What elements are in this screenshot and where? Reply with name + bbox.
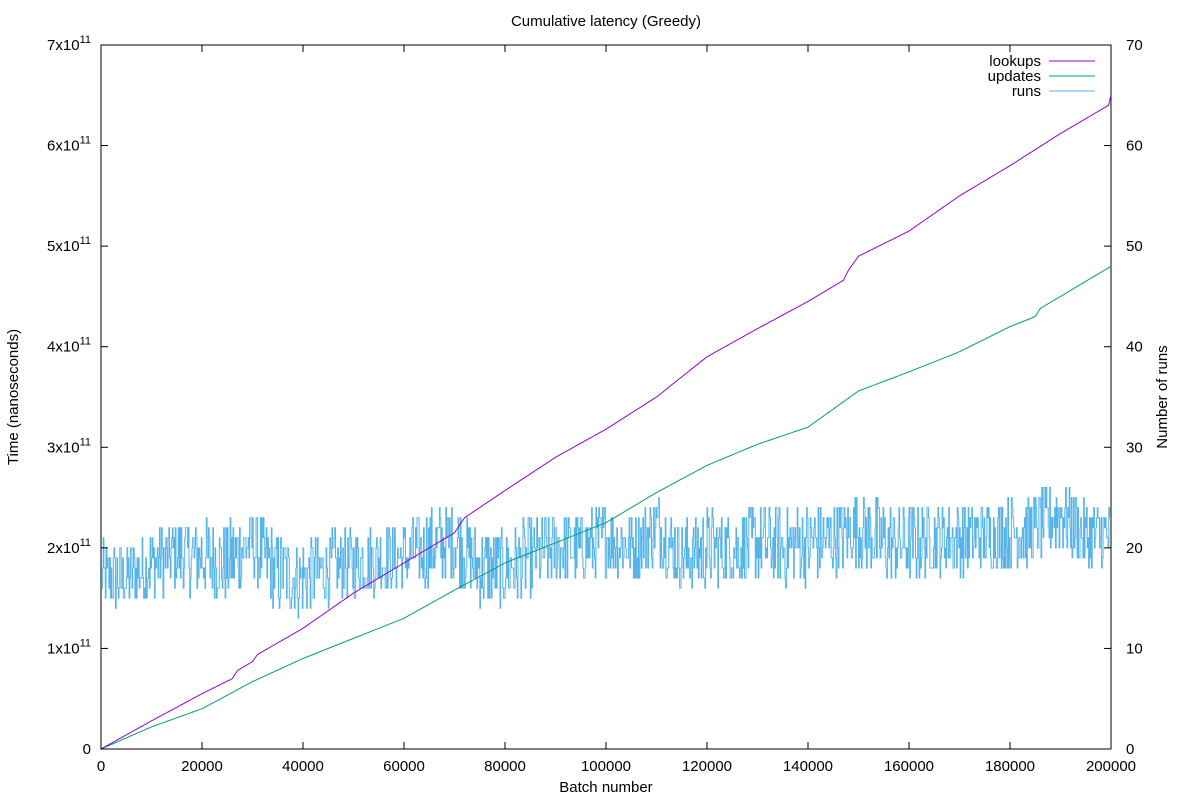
chart-title: Cumulative latency (Greedy) xyxy=(511,13,701,30)
plot-frame xyxy=(100,44,1112,750)
x-tick-label: 20000 xyxy=(181,758,223,775)
legend-label-runs: runs xyxy=(1012,83,1041,100)
y-tick-label: 0 xyxy=(83,741,91,758)
series-line-updates xyxy=(100,265,1112,750)
x-tick-label: 120000 xyxy=(682,758,732,775)
x-tick-label: 200000 xyxy=(1086,758,1136,775)
y-tick-label: 3x1011 xyxy=(47,436,91,456)
x-tick-label: 100000 xyxy=(581,758,631,775)
x-tick-label: 80000 xyxy=(484,758,526,775)
y2-axis-title: Number of runs xyxy=(1154,345,1171,448)
legend-label-updates: updates xyxy=(988,68,1041,85)
series-line-runs xyxy=(101,487,1111,619)
x-tick-label: 0 xyxy=(97,758,105,775)
y-tick-label: 5x1011 xyxy=(47,235,91,255)
y2-tick-label: 30 xyxy=(1126,439,1143,456)
plot-border xyxy=(100,44,1112,750)
y2-tick-label: 0 xyxy=(1126,741,1134,758)
y-tick-label: 7x1011 xyxy=(47,34,91,54)
y-tick-label: 2x1011 xyxy=(47,537,91,557)
y-tick-label: 1x1011 xyxy=(47,637,91,657)
y2-tick-label: 20 xyxy=(1126,540,1143,557)
legend-label-lookups: lookups xyxy=(989,53,1041,70)
y2-tick-label: 60 xyxy=(1126,138,1143,155)
series-layer xyxy=(100,95,1112,750)
x-tick-label: 180000 xyxy=(985,758,1035,775)
x-tick-label: 40000 xyxy=(282,758,324,775)
y2-tick-label: 10 xyxy=(1126,640,1143,657)
y-axis-title: Time (nanoseconds) xyxy=(5,329,22,465)
x-tick-label: 60000 xyxy=(383,758,425,775)
y2-tick-label: 50 xyxy=(1126,238,1143,255)
y-tick-label: 4x1011 xyxy=(47,336,91,356)
x-tick-label: 160000 xyxy=(884,758,934,775)
x-tick-label: 140000 xyxy=(783,758,833,775)
y2-tick-label: 70 xyxy=(1126,37,1143,54)
y-tick-label: 6x1011 xyxy=(47,135,91,155)
ticks-layer: 0 20000 40000 60000 80000 100000 120000 140000 1… xyxy=(47,34,1143,775)
series-line-lookups xyxy=(100,95,1112,750)
x-axis-title: Batch number xyxy=(559,779,652,796)
y2-tick-label: 40 xyxy=(1126,339,1143,356)
